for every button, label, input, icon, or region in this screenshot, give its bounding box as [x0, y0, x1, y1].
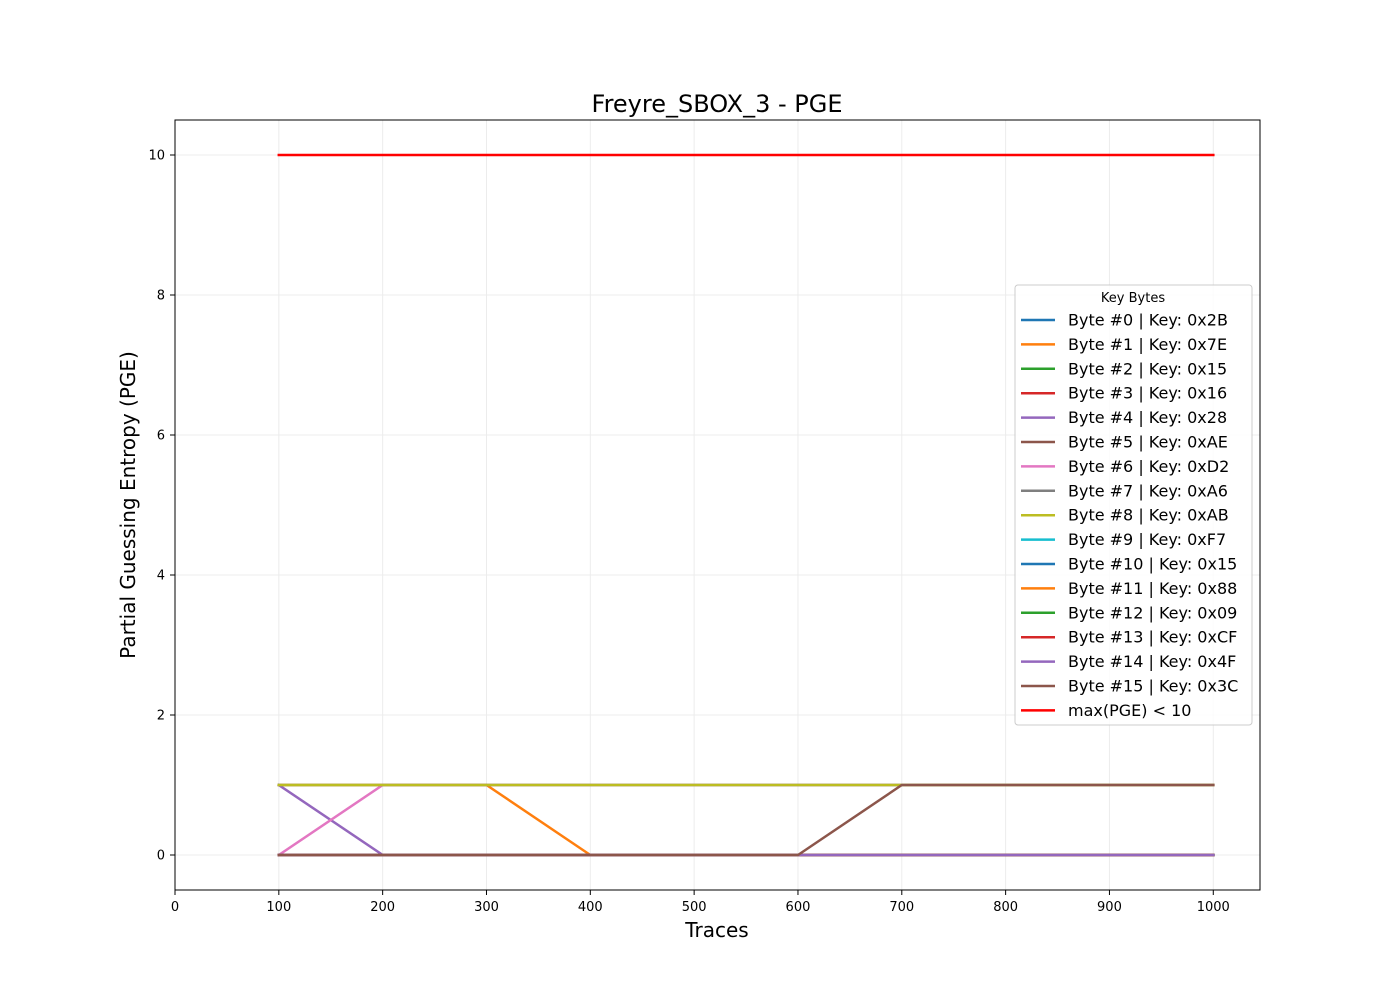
legend-item-12: Byte #12 | Key: 0x09 — [1021, 603, 1237, 622]
x-tick-label: 0 — [171, 900, 179, 915]
x-axis-label: Traces — [684, 918, 748, 942]
y-tick-label: 8 — [157, 289, 165, 304]
legend-label: Byte #1 | Key: 0x7E — [1068, 335, 1227, 354]
x-tick-label: 900 — [1097, 900, 1122, 915]
legend-label: Byte #0 | Key: 0x2B — [1068, 311, 1228, 330]
legend-box — [1014, 284, 1253, 726]
x-tick-label: 400 — [578, 900, 603, 915]
legend-item-4: Byte #4 | Key: 0x28 — [1021, 408, 1227, 427]
legend-item-13: Byte #13 | Key: 0xCF — [1021, 628, 1237, 647]
legend-label: Byte #3 | Key: 0x16 — [1068, 384, 1227, 403]
series-line-4 — [277, 783, 1215, 857]
x-tick-label: 100 — [266, 900, 291, 915]
legend-label: Byte #12 | Key: 0x09 — [1068, 603, 1237, 622]
y-tick-label: 2 — [157, 709, 165, 724]
legend-label: Byte #5 | Key: 0xAE — [1068, 433, 1228, 452]
x-tick-label: 600 — [786, 900, 811, 915]
legend-label: Byte #14 | Key: 0x4F — [1068, 652, 1236, 671]
legend-label: Byte #13 | Key: 0xCF — [1068, 628, 1237, 647]
legend-item-15: Byte #15 | Key: 0x3C — [1021, 677, 1238, 696]
legend-label: Byte #6 | Key: 0xD2 — [1068, 457, 1229, 476]
series-line-15 — [277, 783, 1215, 857]
x-tick-label: 700 — [889, 900, 914, 915]
legend-label: Byte #2 | Key: 0x15 — [1068, 359, 1227, 378]
x-tick-label: 500 — [682, 900, 707, 915]
y-axis-label: Partial Guessing Entropy (PGE) — [116, 351, 140, 659]
x-tick-label: 800 — [993, 900, 1018, 915]
legend-item-0: Byte #0 | Key: 0x2B — [1021, 311, 1228, 330]
y-tick-label: 6 — [157, 429, 165, 444]
legend-label: Byte #8 | Key: 0xAB — [1068, 506, 1229, 525]
y-tick-label: 0 — [157, 849, 165, 864]
x-tick-label: 300 — [474, 900, 499, 915]
legend-label: Byte #10 | Key: 0x15 — [1068, 555, 1237, 574]
legend-item-8: Byte #8 | Key: 0xAB — [1021, 506, 1229, 525]
legend-item-6: Byte #6 | Key: 0xD2 — [1021, 457, 1229, 476]
series-layer — [277, 153, 1215, 857]
legend-label: Byte #7 | Key: 0xA6 — [1068, 481, 1228, 500]
legend-item-3: Byte #3 | Key: 0x16 — [1021, 384, 1227, 403]
x-tick-label: 200 — [370, 900, 395, 915]
legend: Key Bytes Byte #0 | Key: 0x2B Byte #1 | K… — [1014, 284, 1253, 726]
legend-title: Key Bytes — [1101, 291, 1165, 306]
legend-item-9: Byte #9 | Key: 0xF7 — [1021, 530, 1226, 549]
legend-label: max(PGE) < 10 — [1068, 701, 1191, 720]
y-ticks: 0 2 4 6 8 10 — [148, 149, 175, 864]
legend-items: Byte #0 | Key: 0x2B Byte #1 | Key: 0x7E By… — [1021, 311, 1238, 720]
x-tick-label: 1000 — [1197, 900, 1230, 915]
legend-item-14: Byte #14 | Key: 0x4F — [1021, 652, 1236, 671]
legend-label: Byte #4 | Key: 0x28 — [1068, 408, 1227, 427]
series-line-1 — [277, 783, 1215, 857]
legend-item-16: max(PGE) < 10 — [1021, 701, 1191, 720]
chart-title: Freyre_SBOX_3 - PGE — [592, 90, 843, 118]
plot-frame — [174, 119, 1261, 891]
legend-item-11: Byte #11 | Key: 0x88 — [1021, 579, 1237, 598]
legend-item-5: Byte #5 | Key: 0xAE — [1021, 433, 1228, 452]
y-tick-label: 10 — [148, 149, 165, 164]
legend-item-10: Byte #10 | Key: 0x15 — [1021, 555, 1237, 574]
series-line-6 — [277, 783, 1215, 857]
legend-label: Byte #15 | Key: 0x3C — [1068, 677, 1238, 696]
legend-label: Byte #9 | Key: 0xF7 — [1068, 530, 1226, 549]
legend-label: Byte #11 | Key: 0x88 — [1068, 579, 1237, 598]
legend-item-7: Byte #7 | Key: 0xA6 — [1021, 481, 1228, 500]
x-ticks: 0 100 200 300 400 500 600 700 800 900 1000 — [171, 890, 1230, 915]
legend-item-1: Byte #1 | Key: 0x7E — [1021, 335, 1227, 354]
y-tick-label: 4 — [157, 569, 165, 584]
legend-item-2: Byte #2 | Key: 0x15 — [1021, 359, 1227, 378]
